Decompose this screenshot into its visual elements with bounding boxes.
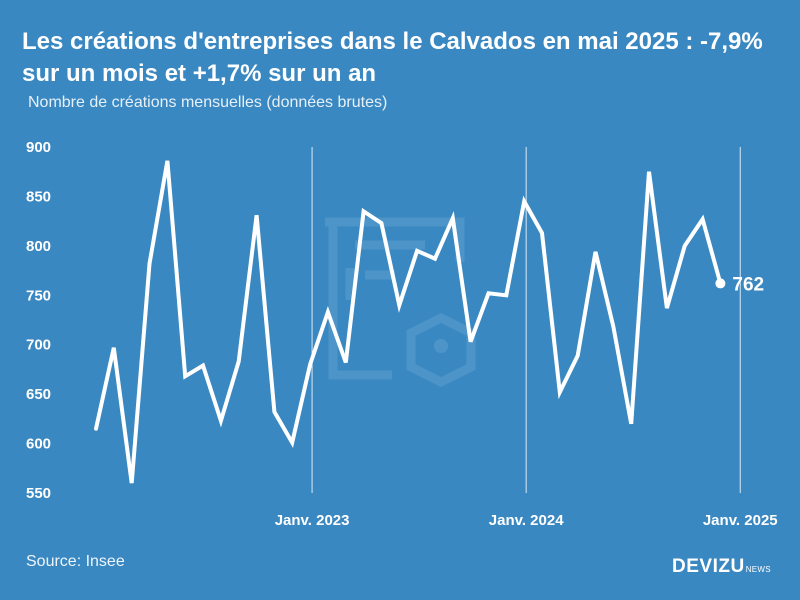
y-tick-label: 900 bbox=[26, 139, 51, 156]
chart-title: Les créations d'entreprises dans le Calv… bbox=[22, 28, 763, 87]
y-tick-label: 750 bbox=[26, 287, 51, 304]
y-tick-label: 850 bbox=[26, 188, 51, 205]
x-tick-label: Janv. 2023 bbox=[275, 512, 350, 529]
brand-logo: DEVIZUNEWS bbox=[672, 556, 771, 578]
y-tick-label: 600 bbox=[26, 436, 51, 453]
brand-name: DEVIZU bbox=[672, 556, 745, 577]
y-tick-label: 700 bbox=[26, 337, 51, 354]
y-tick-label: 650 bbox=[26, 386, 51, 403]
chart-subtitle: Nombre de créations mensuelles (données … bbox=[28, 94, 388, 111]
last-data-point bbox=[715, 278, 726, 289]
brand-suffix: NEWS bbox=[745, 565, 771, 574]
source-note: Source: Insee bbox=[26, 553, 125, 570]
y-tick-label: 800 bbox=[26, 238, 51, 255]
last-value-label: 762 bbox=[732, 274, 764, 295]
x-tick-label: Janv. 2025 bbox=[703, 512, 778, 529]
series-line bbox=[94, 160, 723, 484]
y-tick-label: 550 bbox=[26, 485, 51, 502]
x-tick-label: Janv. 2024 bbox=[489, 512, 564, 529]
